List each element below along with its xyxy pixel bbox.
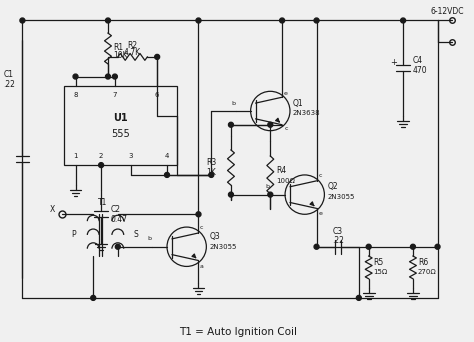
Text: T1 = Auto Ignition Coil: T1 = Auto Ignition Coil (179, 327, 297, 337)
Text: R1: R1 (113, 42, 123, 52)
Text: +: + (390, 58, 397, 67)
Text: X: X (49, 205, 55, 214)
Text: e: e (319, 211, 322, 216)
Text: P: P (71, 231, 76, 239)
Text: 3: 3 (128, 153, 133, 159)
Text: 6: 6 (155, 92, 159, 98)
Text: b: b (231, 101, 235, 106)
Circle shape (228, 122, 233, 127)
Text: 6-12VDC: 6-12VDC (430, 6, 464, 16)
Circle shape (410, 244, 415, 249)
Text: 15Ω: 15Ω (374, 269, 388, 275)
Text: C3: C3 (333, 227, 343, 236)
Text: c: c (284, 126, 288, 131)
Bar (64, 87, 177, 165)
Text: Q3: Q3 (210, 233, 220, 241)
Circle shape (106, 74, 110, 79)
Text: T1: T1 (99, 198, 108, 207)
Circle shape (356, 295, 361, 300)
Text: 10K: 10K (113, 51, 128, 61)
Text: R3: R3 (206, 158, 217, 167)
Text: b: b (265, 184, 269, 189)
Circle shape (268, 122, 273, 127)
Circle shape (106, 18, 110, 23)
Text: .22: .22 (332, 236, 344, 245)
Circle shape (314, 244, 319, 249)
Text: c: c (319, 173, 322, 179)
Text: b: b (147, 236, 151, 241)
Text: Q2: Q2 (328, 182, 338, 191)
Circle shape (228, 192, 233, 197)
Circle shape (20, 18, 25, 23)
Text: 2N3055: 2N3055 (210, 244, 237, 250)
Text: 8: 8 (73, 92, 78, 98)
Circle shape (99, 163, 103, 168)
Text: C2: C2 (111, 205, 121, 214)
Text: C1: C1 (4, 70, 14, 79)
Circle shape (196, 18, 201, 23)
Circle shape (280, 18, 284, 23)
Circle shape (196, 212, 201, 217)
Text: .22: .22 (3, 80, 15, 89)
Text: 4.7K: 4.7K (124, 49, 141, 57)
Circle shape (401, 18, 406, 23)
Circle shape (155, 54, 160, 60)
Text: C4: C4 (413, 56, 423, 65)
Text: c: c (200, 225, 203, 229)
Text: R6: R6 (418, 258, 428, 267)
Text: 4: 4 (165, 153, 169, 159)
Text: U1: U1 (113, 113, 128, 123)
Circle shape (73, 74, 78, 79)
Text: a: a (200, 264, 203, 269)
Text: S: S (133, 231, 138, 239)
Text: 470: 470 (413, 66, 428, 75)
Text: 270Ω: 270Ω (418, 269, 437, 275)
Text: 555: 555 (111, 129, 130, 139)
Circle shape (91, 295, 96, 300)
Circle shape (366, 244, 371, 249)
Text: R5: R5 (374, 258, 384, 267)
Text: Q1: Q1 (293, 98, 303, 108)
Text: e: e (284, 91, 288, 96)
Circle shape (268, 192, 273, 197)
Circle shape (314, 18, 319, 23)
Circle shape (435, 244, 440, 249)
Text: 1: 1 (73, 153, 78, 159)
Circle shape (164, 172, 170, 177)
Circle shape (209, 172, 214, 177)
Text: 100Ω: 100Ω (276, 178, 295, 184)
Text: 2N3055: 2N3055 (328, 194, 355, 200)
Text: 7: 7 (113, 92, 117, 98)
Text: R4: R4 (276, 166, 286, 174)
Circle shape (115, 244, 120, 249)
Text: 1K: 1K (206, 168, 216, 177)
Text: R2: R2 (128, 41, 137, 50)
Text: 2: 2 (99, 153, 103, 159)
Text: 0.47: 0.47 (111, 215, 128, 224)
Text: 2N3638: 2N3638 (293, 110, 320, 116)
Circle shape (112, 74, 118, 79)
